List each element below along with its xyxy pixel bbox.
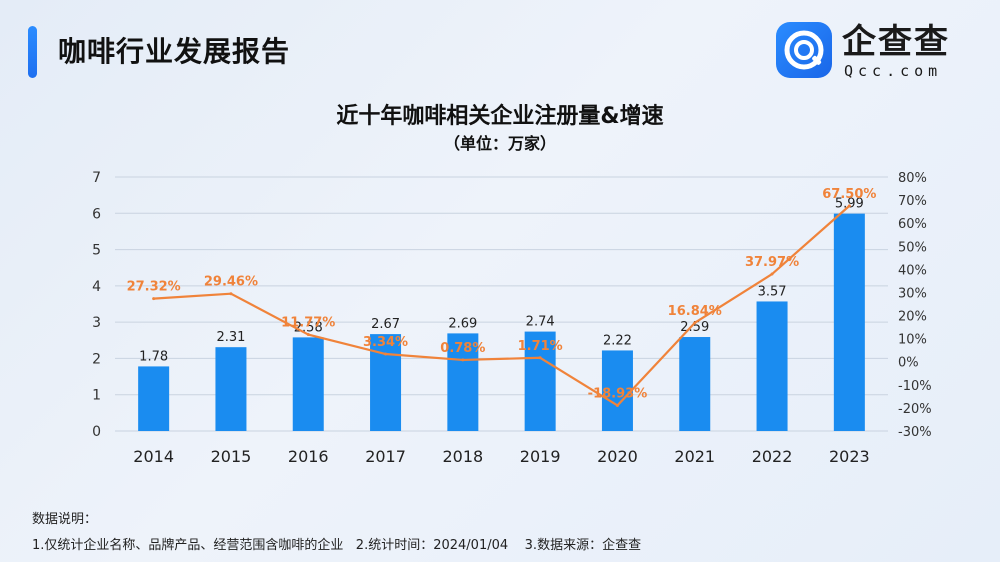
bar-2016 [292,337,324,431]
chart-subtitle: （单位：万家） [443,134,556,153]
growth-point [847,204,851,208]
x-tick-label: 2022 [752,447,793,466]
bar-2021 [679,337,711,431]
y-right-tick-label: 70% [898,194,927,209]
growth-value-label: 1.71% [518,339,563,354]
notes-text: 1.仅统计企业名称、品牌产品、经营范围含咖啡的企业 2.统计时间：2024/01… [32,538,642,553]
bar-value-label: 2.74 [526,315,555,330]
growth-value-label: 3.34% [363,335,408,350]
growth-value-label: 67.50% [822,187,876,202]
x-tick-label: 2016 [288,447,329,466]
bar-value-label: 1.78 [139,349,168,364]
header-accent-bar [28,26,37,78]
y-right-tick-label: -10% [898,379,932,394]
y-right-tick-label: 40% [898,263,927,278]
y-right-tick-label: -30% [898,425,932,440]
x-tick-label: 2017 [365,447,406,466]
growth-point [306,333,310,337]
y-right-tick-label: 80% [898,171,927,186]
qcc-logo-icon [776,22,832,78]
brand-logo: 企查查 Qcc.com [776,22,976,84]
bar-value-label: 5.99 [835,197,864,212]
page-title: 咖啡行业发展报告 [58,35,291,68]
growth-point [384,352,388,356]
x-tick-label: 2020 [597,447,638,466]
x-tick-label: 2014 [133,447,174,466]
y-right-tick-label: 10% [898,333,927,348]
growth-value-label: 0.78% [440,341,485,356]
growth-line [153,205,851,407]
growth-value-label: 11.77% [281,316,335,331]
x-tick-label: 2021 [674,447,715,466]
growth-value-label: -18.93% [588,386,648,401]
bar-value-label: 2.67 [371,317,400,332]
y-left-tick-label: 2 [92,351,101,367]
y-right-tick-label: 50% [898,240,927,255]
bar-value-label: 2.69 [448,316,477,331]
logo-domain: Qcc.com [844,62,943,80]
x-tick-label: 2023 [829,447,870,466]
x-tick-label: 2018 [442,447,483,466]
y-right-tick-label: 20% [898,310,927,325]
y-left-tick-label: 0 [92,424,101,440]
bar-2014 [138,366,170,431]
y-right-tick-label: 30% [898,286,927,301]
growth-point [538,356,542,360]
bar-value-label: 2.22 [603,333,632,348]
bar-2017 [370,334,402,431]
y-right-tick-label: -20% [898,402,932,417]
x-tick-label: 2015 [211,447,252,466]
y-left-tick-label: 7 [92,170,101,186]
growth-value-label: 27.32% [127,280,181,295]
bar-2019 [524,331,556,431]
growth-point [693,321,697,325]
bar-2022 [756,301,788,431]
y-left-tick-label: 6 [92,206,101,222]
y-left-tick-label: 5 [92,243,101,259]
y-right-tick-label: 60% [898,217,927,232]
bar-2015 [215,347,247,431]
bar-value-label: 3.57 [758,284,787,299]
bar-value-label: 2.31 [216,330,245,345]
y-left-tick-label: 3 [92,315,101,331]
y-left-tick-label: 4 [92,279,101,295]
bar-2020 [601,350,633,431]
growth-value-label: 37.97% [745,255,799,270]
notes-heading: 数据说明： [32,512,98,527]
bar-2018 [447,333,479,431]
growth-value-label: 16.84% [668,304,722,319]
growth-point [770,272,774,276]
y-right-tick-label: 0% [898,356,919,371]
growth-point [615,403,619,407]
growth-value-label: 29.46% [204,275,258,290]
growth-point [152,297,156,301]
growth-point [229,292,233,296]
growth-point [461,358,465,362]
x-tick-label: 2019 [520,447,561,466]
y-left-tick-label: 1 [92,388,101,404]
chart-title: 近十年咖啡相关企业注册量&增速 [336,104,664,129]
logo-name: 企查查 [842,22,950,62]
bar-2023 [833,213,865,431]
